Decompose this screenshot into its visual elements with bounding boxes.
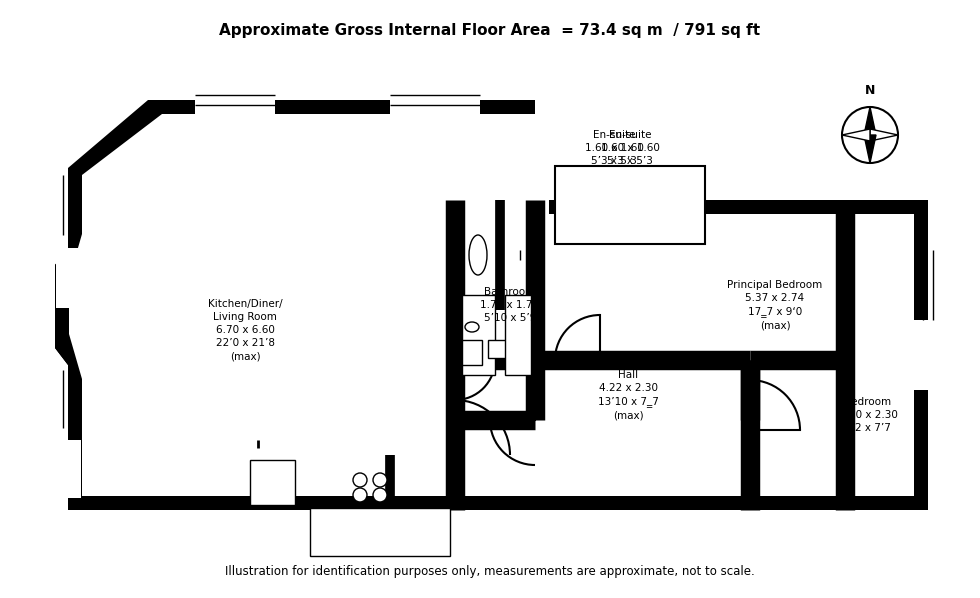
- Polygon shape: [55, 100, 928, 510]
- Bar: [56, 248, 81, 308]
- Bar: [620, 200, 705, 214]
- Polygon shape: [69, 114, 914, 496]
- Text: Bathroom
1.78 x 1.76
5’10 x 5’9: Bathroom 1.78 x 1.76 5’10 x 5’9: [480, 287, 540, 323]
- Text: Kitchen/Diner/
Living Room
6.70 x 6.60
22’0 x 21’8
(max): Kitchen/Diner/ Living Room 6.70 x 6.60 2…: [208, 298, 282, 361]
- Bar: [505, 295, 531, 375]
- Text: Bedroom
2.50 x 2.30
8’2 x 7’7: Bedroom 2.50 x 2.30 8’2 x 7’7: [839, 397, 898, 433]
- Polygon shape: [864, 135, 876, 163]
- Bar: [462, 295, 495, 375]
- Bar: [250, 460, 295, 505]
- Bar: [390, 100, 480, 114]
- Bar: [310, 508, 450, 556]
- Polygon shape: [842, 129, 870, 141]
- Circle shape: [353, 473, 367, 487]
- Bar: [914, 320, 928, 390]
- Text: N: N: [864, 84, 875, 97]
- Circle shape: [353, 488, 367, 502]
- Bar: [56, 440, 81, 498]
- Polygon shape: [864, 107, 876, 135]
- Ellipse shape: [465, 322, 479, 332]
- Circle shape: [842, 107, 898, 163]
- Bar: [555, 166, 705, 244]
- Bar: [462, 340, 482, 365]
- Circle shape: [373, 488, 387, 502]
- Bar: [195, 100, 275, 114]
- Circle shape: [373, 473, 387, 487]
- Polygon shape: [55, 348, 68, 365]
- Text: Principal Bedroom
5.37 x 2.74
17‗7 x 9‘0
(max): Principal Bedroom 5.37 x 2.74 17‗7 x 9‘0…: [727, 280, 822, 330]
- Polygon shape: [55, 248, 68, 265]
- Text: Approximate Gross Internal Floor Area  = 73.4 sq m  / 791 sq ft: Approximate Gross Internal Floor Area = …: [220, 23, 760, 38]
- Polygon shape: [870, 129, 898, 141]
- Text: Hall
4.22 x 2.30
13’10 x 7‗7
(max): Hall 4.22 x 2.30 13’10 x 7‗7 (max): [598, 370, 659, 420]
- Ellipse shape: [469, 235, 487, 275]
- Text: Illustration for identification purposes only, measurements are approximate, not: Illustration for identification purposes…: [225, 566, 755, 578]
- Bar: [488, 340, 506, 358]
- Text: En-suite
1.60 x 1.60
5’3 x 5’3: En-suite 1.60 x 1.60 5’3 x 5’3: [584, 130, 644, 166]
- Text: En-suite
1.60 x 1.60
5’3 x 5’3: En-suite 1.60 x 1.60 5’3 x 5’3: [601, 130, 660, 166]
